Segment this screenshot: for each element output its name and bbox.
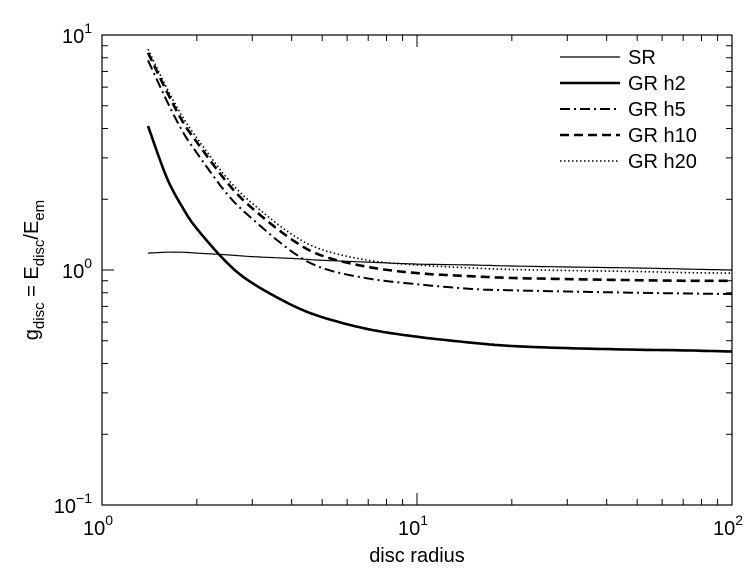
y-label-slash: /E <box>21 221 43 240</box>
y-tick-label-exp: −1 <box>76 490 92 506</box>
y-label-g: g <box>21 329 43 340</box>
x-tick-label-base: 10 <box>83 518 105 540</box>
y-label-e2-sub: em <box>31 200 48 221</box>
x-tick-label: 102 <box>713 512 743 540</box>
legend-label-gr-h5: GR h5 <box>628 99 686 121</box>
y-label-g-sub: disc <box>31 302 48 329</box>
legend-label-gr-h20: GR h20 <box>628 151 697 173</box>
y-axis-label: gdisc = Edisc/Eem <box>21 200 48 340</box>
x-tick-label: 101 <box>398 512 428 540</box>
legend-label-sr: SR <box>628 47 656 69</box>
y-label-e1-sub: disc <box>31 239 48 266</box>
y-tick-label: 10−1 <box>54 490 92 518</box>
x-tick-label-base: 10 <box>713 518 735 540</box>
legend-label-gr-h10: GR h10 <box>628 125 697 147</box>
y-tick-label-exp: 1 <box>84 20 92 36</box>
x-tick-label-exp: 1 <box>420 512 428 528</box>
x-tick-label-exp: 0 <box>105 512 113 528</box>
y-tick-label-base: 10 <box>54 496 76 518</box>
x-tick-label-exp: 2 <box>735 512 743 528</box>
y-label-eq: = E <box>21 266 43 302</box>
legend-label-gr-h2: GR h2 <box>628 73 686 95</box>
y-tick-label: 101 <box>62 20 92 48</box>
legend: SR GR h2 GR h5 GR h10 GR h20 <box>560 47 697 173</box>
series-line-gr-h5 <box>148 60 732 294</box>
y-tick-label-exp: 0 <box>84 255 92 271</box>
y-tick-label-base: 10 <box>62 261 84 283</box>
x-tick-label: 100 <box>83 512 113 540</box>
y-tick-label: 100 <box>62 255 92 283</box>
series-line-sr <box>148 252 732 270</box>
y-tick-label-base: 10 <box>62 26 84 48</box>
x-axis-label: disc radius <box>369 545 465 567</box>
x-tick-label-base: 10 <box>398 518 420 540</box>
